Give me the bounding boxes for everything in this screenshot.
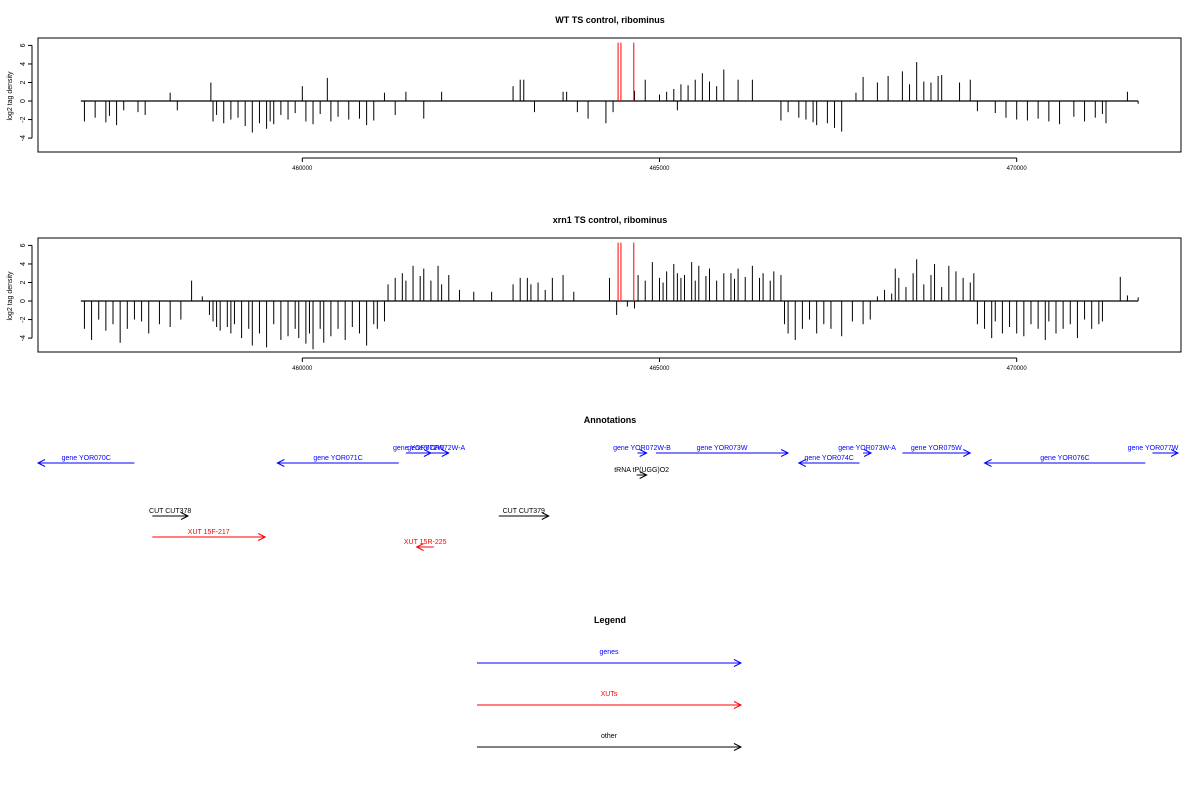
x-tick-label: 470000 — [1007, 166, 1028, 172]
feature-label: tRNA tP(UGG)O2 — [614, 467, 669, 474]
annotation-feature: gene YOR074C — [797, 455, 860, 467]
annotation-feature: gene YOR072W-B — [613, 445, 671, 457]
y-tick-label: -4 — [20, 335, 27, 341]
y-tick-label: -2 — [20, 116, 27, 122]
y-tick-label: -4 — [20, 135, 27, 141]
feature-label: XUT 15F-217 — [188, 529, 230, 536]
legend-entry: XUTs — [477, 691, 743, 709]
legend-entry: other — [477, 733, 743, 751]
axes: -4 -2 0 2 4 6 460000 465000 470000 — [20, 243, 1027, 372]
feature-arrowhead — [180, 512, 190, 520]
legend-label: XUTs — [601, 691, 618, 698]
x-tick-label: 470000 — [1007, 366, 1028, 372]
y-tick-label: 4 — [20, 262, 27, 266]
annotation-feature: XUT 15F-217 — [152, 529, 267, 541]
track-panel-wt: WT TS control, ribominus log2 tag densit… — [7, 15, 1182, 172]
axes: -4 -2 0 2 4 6 460000 465000 470000 — [20, 43, 1027, 172]
data-marks — [80, 242, 1139, 350]
feature-label: XUT 15R-225 — [404, 539, 447, 546]
track-panel-xrn1: xrn1 TS control, ribominus log2 tag dens… — [7, 215, 1182, 372]
feature-label: gene YOR072W-B — [613, 445, 671, 452]
annotation-feature: tRNA tP(UGG)O2 — [614, 467, 669, 479]
feature-arrowhead — [733, 659, 743, 667]
legend-label: genes — [599, 649, 619, 656]
feature-label: gene YOR072W-A — [407, 445, 465, 452]
annotations-track: Annotations gene YOR070C gene YOR071C gene… — [36, 415, 1180, 551]
annotation-feature: CUT CUT378 — [149, 508, 191, 520]
feature-arrowhead — [863, 449, 873, 457]
feature-arrowhead — [441, 449, 450, 457]
annotation-feature: gene YOR071C — [276, 455, 399, 467]
feature-label: gene YOR070C — [62, 455, 111, 462]
feature-arrowhead — [257, 533, 267, 541]
feature-label: gene YOR076C — [1040, 455, 1089, 462]
annotation-feature: gene YOR073W — [655, 445, 790, 457]
plot-frame — [37, 237, 1182, 353]
y-tick-label: 6 — [20, 243, 27, 247]
legend-title: Legend — [594, 615, 626, 625]
feature-label: gene YOR071C — [313, 455, 362, 462]
annotations-title: Annotations — [584, 415, 637, 425]
feature-label: gene YOR073W-A — [838, 445, 896, 452]
feature-label: gene YOR074C — [805, 455, 854, 462]
feature-label: gene YOR073W — [697, 445, 748, 452]
y-axis-label: log2 tag density — [7, 71, 14, 121]
feature-arrowhead — [963, 449, 972, 457]
panel-title: WT TS control, ribominus — [555, 15, 665, 25]
annotation-feature: gene YOR070C — [36, 455, 135, 467]
legend-entries: genes XUTs other — [477, 649, 743, 751]
legend: Legend genes XUTs other — [477, 615, 743, 751]
feature-label: CUT CUT379 — [503, 508, 545, 515]
y-tick-label: 0 — [20, 99, 27, 103]
annotation-feature: gene YOR076C — [983, 455, 1146, 467]
annotation-feature: gene YOR072W-A — [407, 445, 465, 457]
feature-arrowhead — [733, 743, 743, 751]
feature-arrowhead — [780, 449, 790, 457]
annotation-feature: gene YOR075W — [902, 445, 972, 457]
data-marks — [80, 42, 1139, 133]
legend-label: other — [601, 733, 618, 740]
y-tick-label: 2 — [20, 80, 27, 84]
feature-arrowhead — [1170, 449, 1180, 457]
panel-title: xrn1 TS control, ribominus — [553, 215, 668, 225]
feature-arrowhead — [276, 459, 285, 467]
feature-arrowhead — [639, 471, 648, 479]
y-tick-label: 0 — [20, 299, 27, 303]
y-axis-label: log2 tag density — [7, 271, 14, 321]
feature-arrowhead — [415, 543, 424, 551]
feature-arrowhead — [733, 701, 743, 709]
y-tick-label: 6 — [20, 43, 27, 47]
x-tick-label: 465000 — [649, 366, 670, 372]
feature-arrowhead — [639, 449, 648, 457]
y-tick-label: 2 — [20, 280, 27, 284]
annotation-feature: XUT 15R-225 — [404, 539, 447, 551]
x-tick-label: 460000 — [292, 166, 313, 172]
plot-frame — [37, 37, 1182, 153]
x-tick-label: 465000 — [649, 166, 670, 172]
feature-label: CUT CUT378 — [149, 508, 191, 515]
y-tick-label: 4 — [20, 62, 27, 66]
x-tick-label: 460000 — [292, 366, 313, 372]
feature-label: gene YOR072W — [393, 445, 444, 452]
legend-entry: genes — [477, 649, 743, 667]
feature-arrowhead — [797, 459, 807, 467]
y-tick-label: -2 — [20, 316, 27, 322]
feature-label: gene YOR077W — [1128, 445, 1179, 452]
annotation-feature: gene YOR077W — [1128, 445, 1180, 457]
annotation-feature: CUT CUT379 — [498, 508, 550, 520]
feature-label: gene YOR075W — [911, 445, 962, 452]
feature-arrowhead — [983, 459, 992, 467]
annotation-feature: gene YOR073W-A — [838, 445, 896, 457]
feature-arrowhead — [541, 512, 550, 520]
feature-arrowhead — [36, 459, 46, 467]
